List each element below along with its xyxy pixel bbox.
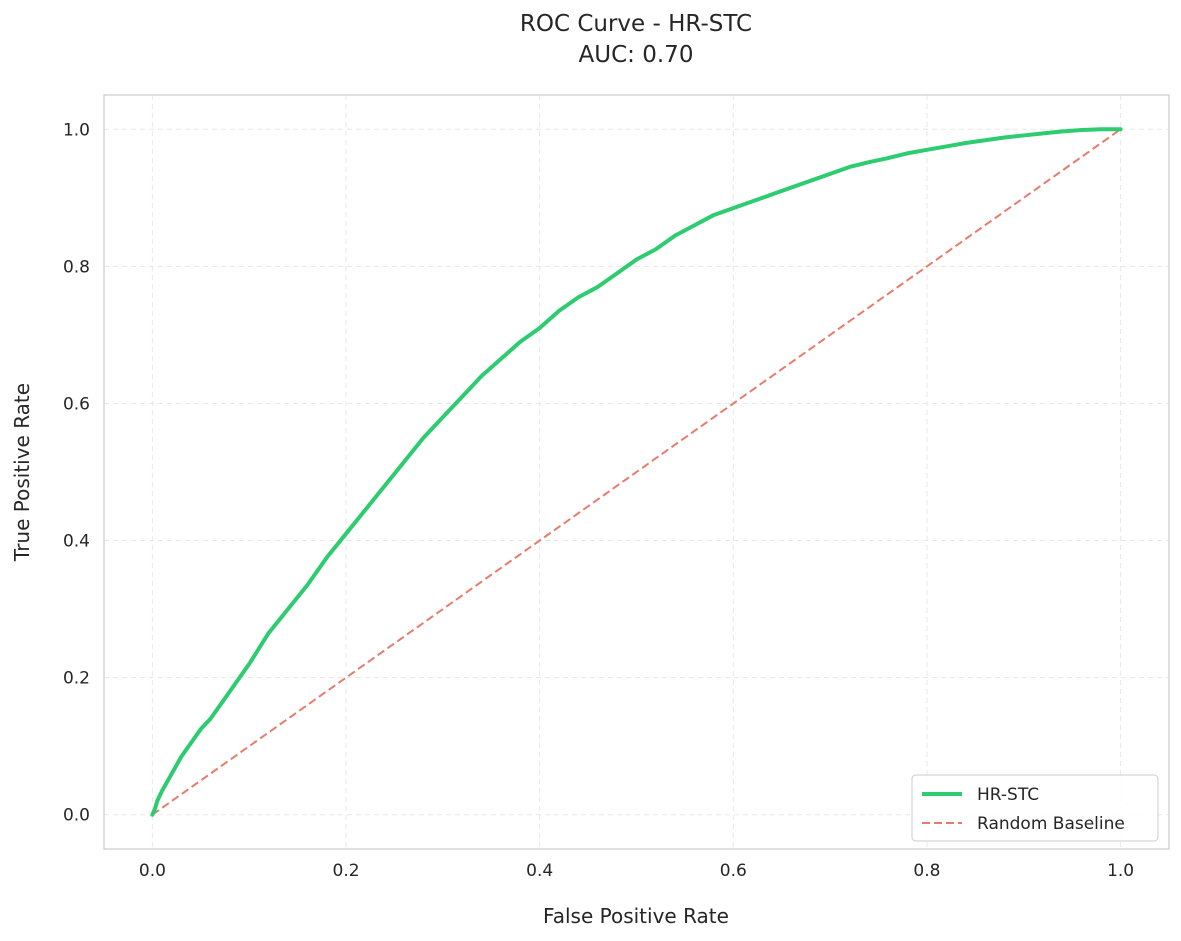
x-tick-label: 0.2 xyxy=(333,861,360,881)
x-tick-label: 0.6 xyxy=(720,861,747,881)
grid xyxy=(104,95,1169,849)
legend-label-random-baseline: Random Baseline xyxy=(977,814,1125,834)
chart-title: ROC Curve - HR-STC xyxy=(520,11,752,37)
x-axis-label: False Positive Rate xyxy=(543,904,729,928)
y-tick-label: 0.4 xyxy=(63,532,90,552)
y-tick-label: 0.0 xyxy=(63,806,90,826)
y-tick-label: 0.6 xyxy=(63,394,90,414)
x-tick-label: 0.8 xyxy=(913,861,940,881)
y-tick-label: 1.0 xyxy=(63,120,90,140)
chart-subtitle: AUC: 0.70 xyxy=(579,42,694,68)
legend-box xyxy=(911,774,1159,842)
tick-labels: 0.0 0.2 0.4 0.6 0.8 1.0 0.0 0.2 0.4 0.6 0.8 1.0 xyxy=(63,120,1134,881)
y-axis-label: True Positive Rate xyxy=(10,383,34,562)
y-tick-label: 0.2 xyxy=(63,669,90,689)
x-tick-label: 1.0 xyxy=(1107,861,1134,881)
x-tick-label: 0.0 xyxy=(139,861,166,881)
series-line-random-baseline xyxy=(151,128,1122,816)
y-tick-label: 0.8 xyxy=(63,257,90,277)
legend-label-hr-stc: HR-STC xyxy=(977,785,1039,805)
series-line-hr-stc xyxy=(150,127,1123,817)
x-tick-label: 0.4 xyxy=(526,861,553,881)
plot-border xyxy=(103,94,1170,850)
series-layer xyxy=(150,127,1123,817)
legend: HR-STC Random Baseline xyxy=(911,774,1159,842)
